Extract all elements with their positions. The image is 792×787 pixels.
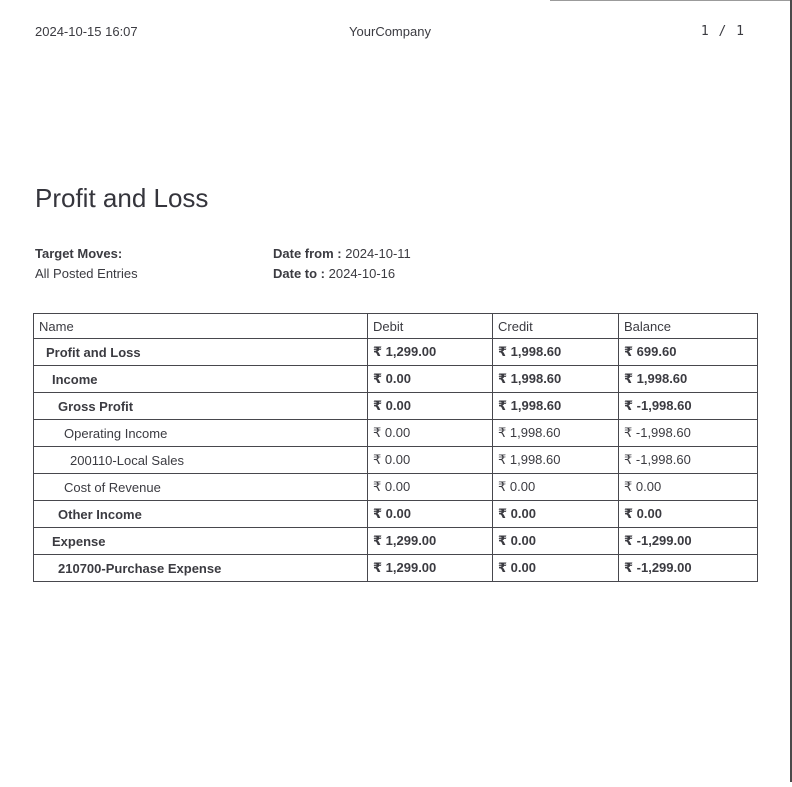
balance-cell: ₹ 699.60 (618, 338, 758, 366)
debit-cell: ₹ 1,299.00 (367, 527, 493, 555)
account-name-cell: Profit and Loss (33, 338, 368, 366)
target-moves-block: Target Moves: All Posted Entries (35, 244, 273, 284)
account-name-cell: Cost of Revenue (33, 473, 368, 501)
balance-cell: ₹ 1,998.60 (618, 365, 758, 393)
balance-cell: ₹ -1,998.60 (618, 392, 758, 420)
debit-cell: ₹ 1,299.00 (367, 338, 493, 366)
table-row: Expense ₹ 1,299.00 ₹ 0.00 ₹ -1,299.00 (33, 527, 758, 555)
table-row: Operating Income ₹ 0.00 ₹ 1,998.60 ₹ -1,998… (33, 419, 758, 447)
credit-cell: ₹ 0.00 (492, 473, 619, 501)
debit-cell: ₹ 0.00 (367, 419, 493, 447)
credit-cell: ₹ 1,998.60 (492, 338, 619, 366)
page-number: 1 / 1 (700, 24, 746, 39)
debit-cell: ₹ 1,299.00 (367, 554, 493, 582)
credit-cell: ₹ 1,998.60 (492, 419, 619, 447)
page-edge-right-line (790, 0, 792, 782)
debit-cell: ₹ 0.00 (367, 473, 493, 501)
debit-cell: ₹ 0.00 (367, 446, 493, 474)
account-name-cell: Income (33, 365, 368, 393)
date-to-line: Date to : 2024-10-16 (273, 264, 411, 284)
column-header-debit: Debit (367, 313, 493, 339)
table-row: 200110-Local Sales ₹ 0.00 ₹ 1,998.60 ₹ -1,9… (33, 446, 758, 474)
date-from-value: 2024-10-11 (345, 246, 411, 261)
credit-cell: ₹ 1,998.60 (492, 392, 619, 420)
date-from-label: Date from : (273, 246, 342, 261)
credit-cell: ₹ 0.00 (492, 527, 619, 555)
page-running-header: 2024-10-15 16:07 YourCompany 1 / 1 (35, 24, 745, 39)
table-header-row: Name Debit Credit Balance (33, 313, 758, 339)
table-row: 210700-Purchase Expense ₹ 1,299.00 ₹ 0.00 ₹… (33, 554, 758, 582)
balance-cell: ₹ -1,998.60 (618, 419, 758, 447)
balance-cell: ₹ -1,299.00 (618, 527, 758, 555)
column-header-balance: Balance (618, 313, 758, 339)
profit-loss-table: Name Debit Credit Balance Profit and Los… (33, 313, 758, 582)
table-row: Income ₹ 0.00 ₹ 1,998.60 ₹ 1,998.60 (33, 365, 758, 393)
balance-cell: ₹ 0.00 (618, 500, 758, 528)
report-title: Profit and Loss (35, 183, 209, 213)
date-from-line: Date from : 2024-10-11 (273, 244, 411, 264)
account-name-cell: Other Income (33, 500, 368, 528)
print-datetime: 2024-10-15 16:07 (35, 24, 138, 39)
credit-cell: ₹ 1,998.60 (492, 365, 619, 393)
date-range-block: Date from : 2024-10-11 Date to : 2024-10… (273, 244, 411, 284)
credit-cell: ₹ 0.00 (492, 500, 619, 528)
target-moves-value: All Posted Entries (35, 266, 138, 281)
balance-cell: ₹ -1,299.00 (618, 554, 758, 582)
column-header-credit: Credit (492, 313, 619, 339)
date-to-label: Date to : (273, 266, 325, 281)
report-filters: Target Moves: All Posted Entries Date fr… (35, 244, 757, 284)
credit-cell: ₹ 0.00 (492, 554, 619, 582)
table-row: Other Income ₹ 0.00 ₹ 0.00 ₹ 0.00 (33, 500, 758, 528)
balance-cell: ₹ 0.00 (618, 473, 758, 501)
credit-cell: ₹ 1,998.60 (492, 446, 619, 474)
page-edge-top-line (550, 0, 792, 1)
debit-cell: ₹ 0.00 (367, 365, 493, 393)
debit-cell: ₹ 0.00 (367, 392, 493, 420)
table-row: Cost of Revenue ₹ 0.00 ₹ 0.00 ₹ 0.00 (33, 473, 758, 501)
account-name-cell: Operating Income (33, 419, 368, 447)
table-row: Profit and Loss ₹ 1,299.00 ₹ 1,998.60 ₹ 699… (33, 338, 758, 366)
column-header-name: Name (33, 313, 368, 339)
target-moves-label: Target Moves: (35, 246, 123, 261)
account-name-cell: Gross Profit (33, 392, 368, 420)
date-to-value: 2024-10-16 (328, 266, 396, 281)
account-name-cell: 200110-Local Sales (33, 446, 368, 474)
balance-cell: ₹ -1,998.60 (618, 446, 758, 474)
account-name-cell: 210700-Purchase Expense (33, 554, 368, 582)
debit-cell: ₹ 0.00 (367, 500, 493, 528)
account-name-cell: Expense (33, 527, 368, 555)
table-row: Gross Profit ₹ 0.00 ₹ 1,998.60 ₹ -1,998.60 (33, 392, 758, 420)
company-name: YourCompany (349, 24, 431, 39)
